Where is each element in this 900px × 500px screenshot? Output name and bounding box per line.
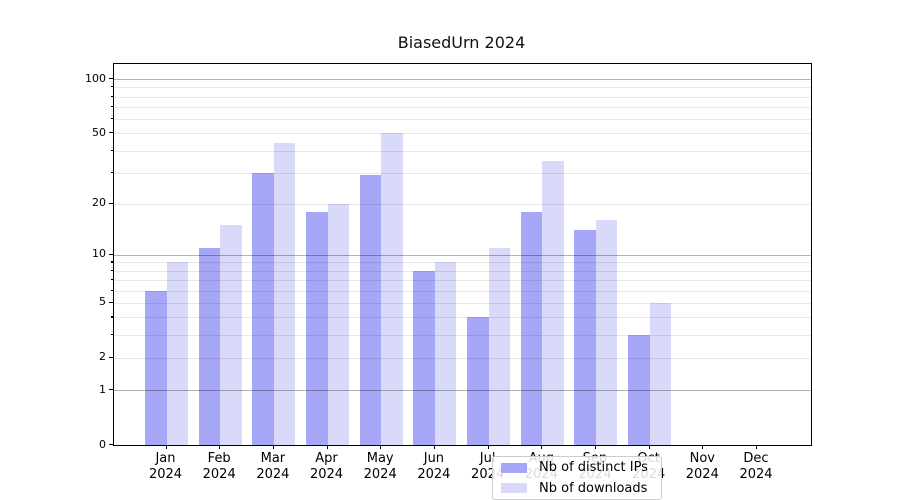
x-tick-mark [433,445,436,449]
bar-ips-mar [252,172,274,445]
x-tick-mark [702,445,704,449]
y-minor-tick-mark [110,118,113,120]
bar-ips-oct [628,335,650,445]
bar-ips-jul [467,317,489,445]
chart-title: BiasedUrn 2024 [397,33,526,52]
x-tick-mark [326,445,328,449]
y-tick-mark [108,78,113,80]
y-tick-mark [108,253,113,255]
legend-row-downloads: Nb of downloads [501,480,653,498]
legend-label-distinct-ips: Nb of distinct IPs [539,460,648,476]
gridline-30 [114,172,811,174]
x-tick-mark [219,445,221,449]
bar-ips-sep [574,230,596,445]
x-tick-label-jan: Jan 2024 [148,451,183,482]
gridline-60 [114,119,811,120]
bar-downloads-apr [327,203,350,445]
y-minor-tick-mark [110,86,113,88]
x-tick-mark [487,445,489,449]
x-tick-mark [594,445,597,449]
y-tick-label-2: 2 [99,350,106,364]
y-tick-label-100: 100 [85,71,106,85]
y-minor-tick-mark [110,334,113,336]
gridline-80 [114,96,811,98]
y-minor-tick-mark [110,105,113,108]
bar-downloads-mar [273,143,296,445]
legend-swatch-downloads-icon [501,483,527,494]
bar-ips-may [359,175,382,445]
legend: Nb of distinct IPs Nb of downloads [492,456,662,500]
y-minor-tick-mark [110,279,113,281]
bar-downloads-may [381,133,403,445]
y-tick-label-0: 0 [99,437,106,451]
x-tick-mark [165,445,167,449]
bar-downloads-jan [166,262,188,445]
x-tick-label-may: May 2024 [363,451,397,482]
bar-ips-feb [198,247,221,445]
y-tick-label-20: 20 [92,196,106,209]
y-tick-label-5: 5 [99,295,106,309]
y-minor-tick-mark [110,171,113,173]
y-minor-tick-mark [110,132,113,134]
bar-downloads-aug [542,160,564,445]
y-minor-tick-mark [110,289,113,291]
bar-ips-jan [145,290,167,445]
bar-downloads-jun [434,262,457,445]
x-tick-label-feb: Feb 2024 [202,451,236,482]
gridline-40 [114,150,811,152]
gridline-50 [114,133,811,135]
x-tick-label-mar: Mar 2024 [256,451,290,482]
legend-label-downloads: Nb of downloads [539,480,648,496]
y-minor-tick-mark [110,149,113,151]
y-minor-tick-mark [110,301,113,304]
y-minor-tick-mark [110,356,113,359]
bar-ips-aug [520,211,543,445]
x-tick-label-dec: Dec 2024 [739,451,773,482]
y-minor-tick-mark [110,316,113,318]
y-tick-mark [108,389,113,391]
y-tick-mark [108,444,113,446]
x-tick-label-nov: Nov 2024 [685,451,719,482]
bar-downloads-oct [649,302,672,445]
bar-downloads-feb [220,225,242,445]
x-tick-mark [272,445,275,449]
bar-ips-jun [413,270,435,445]
gridline-90 [114,87,811,89]
x-tick-mark [648,445,650,449]
y-minor-tick-mark [110,95,113,97]
y-minor-tick-mark [110,269,113,271]
x-tick-label-apr: Apr 2024 [309,451,344,482]
x-tick-mark [541,445,543,449]
y-minor-tick-mark [110,261,113,263]
x-tick-label-jun: Jun 2024 [417,451,451,482]
gridline-70 [114,106,811,108]
gridline-20 [114,203,811,205]
gridline-100 [114,79,811,80]
y-tick-label-10: 10 [92,247,106,261]
x-tick-mark [380,445,382,449]
y-minor-tick-mark [110,202,113,204]
bar-ips-apr [306,211,328,445]
plot-area: Nb of distinct IPs Nb of downloads [113,63,812,500]
bar-downloads-sep [595,220,618,445]
y-tick-label-50: 50 [92,125,106,139]
legend-row-distinct-ips: Nb of distinct IPs [501,459,653,477]
bar-downloads-jul [488,247,511,445]
x-tick-mark [756,445,758,449]
y-tick-label-1: 1 [99,382,106,396]
legend-swatch-distinct-ips-icon [501,462,527,473]
